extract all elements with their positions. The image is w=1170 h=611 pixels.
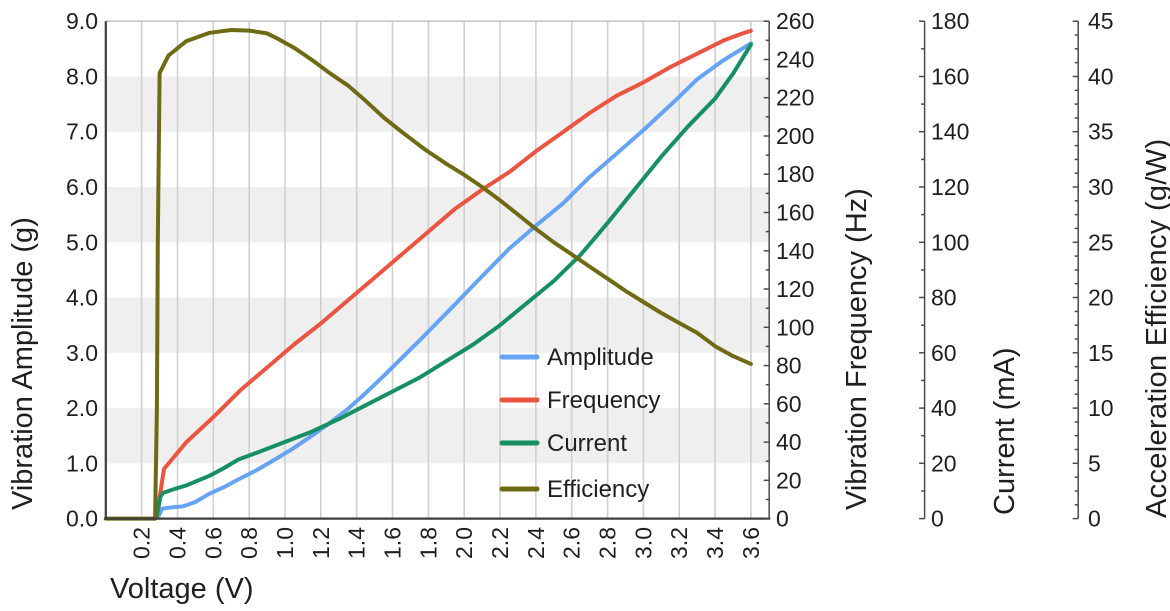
svg-text:6.0: 6.0: [66, 174, 98, 200]
svg-text:8.0: 8.0: [66, 64, 98, 90]
svg-text:160: 160: [776, 200, 814, 226]
svg-text:Current: Current: [547, 430, 627, 457]
svg-text:240: 240: [776, 47, 814, 73]
svg-text:180: 180: [931, 8, 969, 34]
svg-text:Acceleration Efficiency (g/W): Acceleration Efficiency (g/W): [1141, 139, 1170, 518]
svg-text:9.0: 9.0: [66, 8, 98, 34]
svg-text:100: 100: [776, 314, 814, 340]
svg-text:Vibration Amplitude (g): Vibration Amplitude (g): [7, 217, 39, 510]
svg-text:0.6: 0.6: [200, 527, 226, 559]
svg-text:20: 20: [931, 450, 957, 476]
svg-text:120: 120: [931, 174, 969, 200]
svg-text:1.0: 1.0: [272, 527, 298, 559]
svg-text:2.0: 2.0: [451, 527, 477, 559]
svg-text:140: 140: [931, 119, 969, 145]
svg-text:1.4: 1.4: [344, 527, 370, 559]
svg-text:3.6: 3.6: [738, 527, 764, 559]
svg-text:30: 30: [1088, 174, 1114, 200]
svg-text:260: 260: [776, 8, 814, 34]
svg-text:Amplitude: Amplitude: [547, 344, 654, 371]
svg-text:3.0: 3.0: [66, 340, 98, 366]
svg-text:5.0: 5.0: [66, 229, 98, 255]
svg-text:40: 40: [931, 395, 957, 421]
svg-text:1.6: 1.6: [380, 527, 406, 559]
svg-text:2.6: 2.6: [559, 527, 585, 559]
svg-text:2.2: 2.2: [487, 527, 513, 559]
svg-text:160: 160: [931, 64, 969, 90]
svg-text:3.2: 3.2: [666, 527, 692, 559]
svg-text:7.0: 7.0: [66, 119, 98, 145]
svg-text:60: 60: [776, 391, 802, 417]
svg-text:Voltage (V): Voltage (V): [110, 573, 253, 605]
svg-text:100: 100: [931, 229, 969, 255]
svg-text:0.0: 0.0: [66, 506, 98, 532]
svg-text:45: 45: [1088, 8, 1114, 34]
svg-text:Efficiency: Efficiency: [547, 476, 649, 503]
svg-text:Current (mA): Current (mA): [989, 347, 1021, 515]
svg-text:220: 220: [776, 85, 814, 111]
svg-text:60: 60: [931, 340, 957, 366]
svg-text:80: 80: [776, 353, 802, 379]
svg-text:20: 20: [1088, 285, 1114, 311]
svg-text:10: 10: [1088, 395, 1114, 421]
svg-text:0: 0: [776, 506, 789, 532]
svg-text:0: 0: [1088, 506, 1101, 532]
svg-text:0.2: 0.2: [129, 527, 155, 559]
svg-text:40: 40: [776, 429, 802, 455]
svg-text:80: 80: [931, 285, 957, 311]
svg-text:5: 5: [1088, 450, 1101, 476]
svg-text:0.4: 0.4: [165, 527, 191, 559]
svg-text:3.4: 3.4: [702, 527, 728, 559]
svg-text:Vibration Frequency (Hz): Vibration Frequency (Hz): [841, 188, 873, 510]
svg-text:180: 180: [776, 161, 814, 187]
svg-text:0: 0: [931, 506, 944, 532]
svg-text:1.8: 1.8: [415, 527, 441, 559]
svg-text:40: 40: [1088, 64, 1114, 90]
svg-text:25: 25: [1088, 229, 1114, 255]
svg-text:2.8: 2.8: [595, 527, 621, 559]
svg-text:2.4: 2.4: [523, 527, 549, 559]
svg-text:15: 15: [1088, 340, 1114, 366]
svg-text:20: 20: [776, 467, 802, 493]
svg-text:140: 140: [776, 238, 814, 264]
svg-text:4.0: 4.0: [66, 285, 98, 311]
svg-text:3.0: 3.0: [630, 527, 656, 559]
svg-text:1.0: 1.0: [66, 450, 98, 476]
svg-text:120: 120: [776, 276, 814, 302]
svg-text:200: 200: [776, 123, 814, 149]
svg-text:2.0: 2.0: [66, 395, 98, 421]
svg-text:Frequency: Frequency: [547, 387, 660, 414]
svg-text:0.8: 0.8: [236, 527, 262, 559]
svg-text:35: 35: [1088, 119, 1114, 145]
svg-text:1.2: 1.2: [308, 527, 334, 559]
